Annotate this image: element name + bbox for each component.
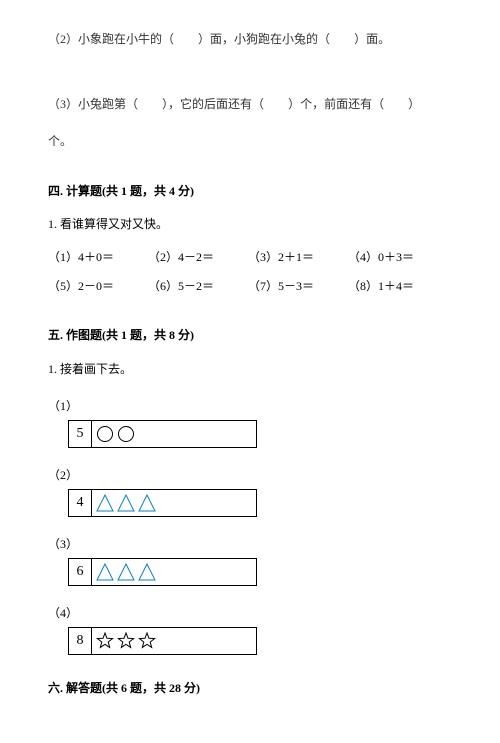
figure-number-box: 6 [68,558,92,586]
figure-box-row: 8 [68,627,452,655]
q2-text-prefix: （2）小象跑在小牛的（ [48,32,174,46]
calc-item: （5）2－0＝ [48,277,148,296]
triangle-icon [96,563,114,581]
figure-box-row: 5 [68,420,452,448]
q2-text-mid: ）面，小狗跑在小兔的（ [198,32,330,46]
calc-item: （6）5－2＝ [148,277,248,296]
calc-item: （7）5－3＝ [248,277,348,296]
q3-text-suffix: ） [408,97,420,111]
triangle-icon [138,494,156,512]
q3-blank-3 [384,97,408,111]
section-4-heading: 四. 计算题(共 1 题，共 4 分) [48,182,452,201]
calc-item: （1）4＋0＝ [48,248,148,267]
section-6-heading: 六. 解答题(共 6 题，共 28 分) [48,679,452,698]
figure-number-box: 5 [68,420,92,448]
triangle-icon [96,494,114,512]
question-3-tail: 个。 [48,132,452,151]
section-5-heading: 五. 作图题(共 1 题，共 8 分) [48,326,452,345]
q3-blank-1 [138,97,162,111]
q2-blank-1 [174,32,198,46]
triangle-icon [138,563,156,581]
figure-box-row: 4 [68,489,452,517]
figure-label: （4） [48,604,452,623]
star-icon [96,632,114,650]
figure-box-row: 6 [68,558,452,586]
figure-label: （2） [48,466,452,485]
section-4-prompt: 1. 看谁算得又对又快。 [48,215,452,234]
q3-text-mid-2: ）个，前面还有（ [288,97,384,111]
figure-label: （3） [48,535,452,554]
circle-icon [117,425,135,443]
q3-text-prefix: （3）小兔跑第（ [48,97,138,111]
star-icon [138,632,156,650]
figure-shape-box [92,558,257,586]
calc-item: （8）1＋4＝ [348,277,448,296]
calc-item: （2）4－2＝ [148,248,248,267]
q2-text-suffix: ）面。 [354,32,390,46]
star-icon [117,632,135,650]
figure-number-box: 8 [68,627,92,655]
figure-shape-box [92,420,257,448]
section-5-prompt: 1. 接着画下去。 [48,360,452,379]
triangle-icon [117,494,135,512]
figure-number-box: 4 [68,489,92,517]
figure-item: （2）4 [48,466,452,517]
q3-text-mid-1: ），它的后面还有（ [162,97,264,111]
figure-item: （3）6 [48,535,452,586]
calc-row-2: （5）2－0＝ （6）5－2＝ （7）5－3＝ （8）1＋4＝ [48,277,452,296]
figure-shape-box [92,489,257,517]
question-2: （2）小象跑在小牛的（ ）面，小狗跑在小兔的（ ）面。 [48,30,452,49]
triangle-icon [117,563,135,581]
q3-tail-text: 个。 [48,134,72,148]
q3-blank-2 [264,97,288,111]
figure-label: （1） [48,397,452,416]
q2-blank-2 [330,32,354,46]
calc-row-1: （1）4＋0＝ （2）4－2＝ （3）2＋1＝ （4）0＋3＝ [48,248,452,267]
figure-item: （1）5 [48,397,452,448]
calc-item: （3）2＋1＝ [248,248,348,267]
figures-container: （1）5（2）4（3）6（4）8 [48,397,452,656]
figure-item: （4）8 [48,604,452,655]
circle-icon [96,425,114,443]
figure-shape-box [92,627,257,655]
calc-item: （4）0＋3＝ [348,248,448,267]
question-3: （3）小兔跑第（ ），它的后面还有（ ）个，前面还有（ ） [48,95,452,114]
